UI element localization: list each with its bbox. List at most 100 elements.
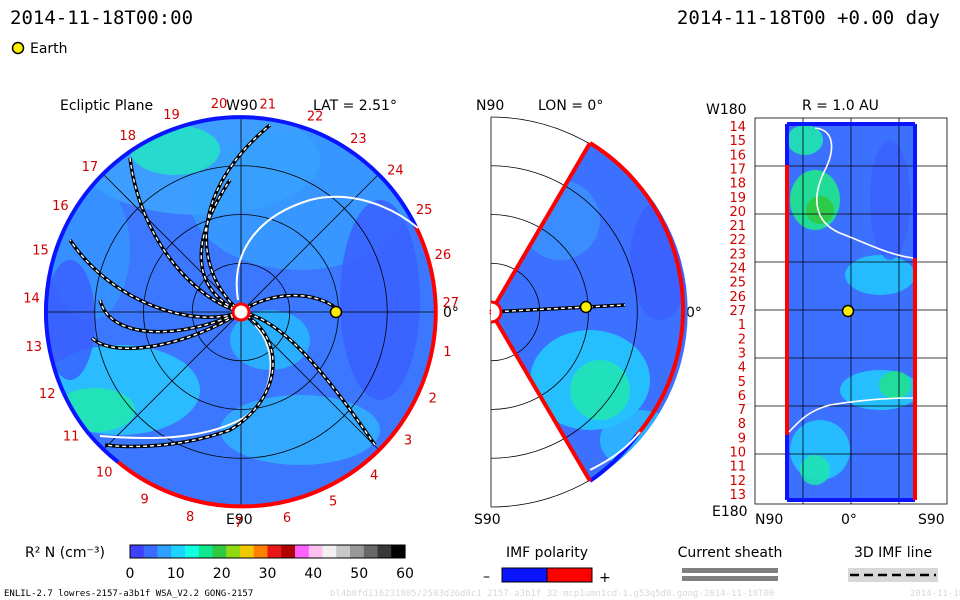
ecliptic-title: Ecliptic Plane — [60, 98, 153, 114]
polarity-title: IMF polarity — [506, 545, 588, 561]
left-timestamp: 2014-11-18T00:00 — [10, 7, 193, 29]
radial-y-tick: 25 — [729, 276, 746, 291]
radial-current-sheath — [788, 127, 914, 433]
radial-y-tick: 26 — [729, 290, 746, 305]
carrington-label: 22 — [307, 110, 324, 125]
radial-y-tick: 3 — [738, 347, 746, 362]
colorbar-swatch — [212, 545, 227, 558]
radial-bottom-left-label: E180 — [712, 504, 748, 520]
colorbar-label: R² N (cm⁻³) — [25, 545, 105, 561]
colorbar-swatch — [130, 545, 145, 558]
colorbar-tick: 60 — [396, 566, 414, 582]
radial-y-tick: 2 — [738, 332, 746, 347]
radial-y-tick: 9 — [738, 431, 746, 446]
carrington-label: 5 — [329, 495, 337, 510]
radial-earth-marker — [841, 304, 855, 318]
radial-y-tick: 13 — [729, 488, 746, 503]
radial-y-tick: 4 — [738, 361, 746, 376]
radial-y-tick: 21 — [729, 219, 746, 234]
carrington-label: 26 — [435, 248, 452, 263]
ecliptic-bottom-label: E90 — [226, 512, 253, 528]
carrington-label: 24 — [387, 164, 404, 179]
carrington-label: 17 — [82, 160, 99, 175]
meridional-earth-marker — [579, 300, 593, 314]
carrington-label: 23 — [350, 132, 367, 147]
ecliptic-lat-label: LAT = 2.51° — [313, 98, 397, 114]
colorbar-tick: 30 — [259, 566, 277, 582]
radial-polarity-rim — [785, 122, 917, 502]
meridional-right-label: 0° — [686, 305, 702, 321]
colorbar-swatch — [226, 545, 241, 558]
colorbar-swatch — [143, 545, 159, 558]
carrington-label: 19 — [163, 108, 180, 123]
carrington-label: 18 — [119, 129, 136, 144]
carrington-label: 14 — [23, 291, 40, 306]
imf-line-title: 3D IMF line — [854, 545, 932, 561]
meridional-top-label: N90 — [476, 98, 504, 114]
meridional-bottom-label: S90 — [474, 512, 501, 528]
colorbar-tick: 10 — [167, 566, 185, 582]
carrington-label: 11 — [63, 429, 80, 444]
footer-run-id: bl4b0fd116231805/2583d36d0c1 2157-a3b1f … — [330, 589, 774, 599]
carrington-label: 25 — [416, 203, 433, 218]
colorbar-swatch — [267, 545, 282, 558]
radial-y-tick: 16 — [729, 148, 746, 163]
colorbar-tick: 40 — [304, 566, 322, 582]
right-timestamp: 2014-11-18T00 +0.00 day — [677, 7, 940, 29]
radial-y-tick: 12 — [729, 474, 746, 489]
carrington-label: 9 — [140, 493, 148, 508]
carrington-label: 3 — [404, 433, 412, 448]
current-sheath-title: Current sheath — [678, 545, 783, 561]
ecliptic-current-sheath — [99, 195, 419, 440]
carrington-label: 2 — [429, 391, 437, 406]
carrington-label: 12 — [39, 387, 56, 402]
radial-y-tick: 27 — [729, 304, 746, 319]
colorbar-swatch — [295, 545, 310, 558]
carrington-label: 27 — [443, 296, 460, 311]
meridional-panel: N90 LON = 0° S90 0° — [474, 98, 702, 528]
radial-y-tick: 10 — [729, 446, 746, 461]
ecliptic-carrington-labels: 20 21222324252627123456789101112131415161… — [23, 97, 459, 531]
radial-y-tick: 15 — [729, 134, 746, 149]
carrington-label: 8 — [186, 510, 194, 525]
polarity-negative-swatch — [501, 567, 548, 583]
colorbar-tick: 50 — [350, 566, 368, 582]
earth-legend-icon — [11, 41, 25, 55]
radial-y-tick-labels: 1415161718192021222324252627123456789101… — [729, 120, 746, 503]
ecliptic-sun — [231, 302, 251, 322]
radial-y-tick: 18 — [729, 177, 746, 192]
colorbar-swatch — [322, 545, 337, 558]
radial-y-tick: 23 — [729, 247, 746, 262]
colorbar-swatch — [350, 545, 365, 558]
colorbar-swatch — [240, 545, 255, 558]
carrington-label: 7 — [234, 516, 242, 531]
carrington-label: 10 — [96, 465, 113, 480]
carrington-label: 16 — [52, 199, 69, 214]
ecliptic-earth-marker — [329, 305, 343, 319]
colorbar-swatch — [171, 545, 186, 558]
radial-y-tick: 19 — [729, 191, 746, 206]
current-sheath-line-1 — [682, 568, 778, 573]
colorbar — [129, 544, 406, 559]
carrington-label: 13 — [26, 340, 43, 355]
radial-y-tick: 22 — [729, 233, 746, 248]
radial-y-tick: 1 — [738, 318, 746, 333]
carrington-label: 4 — [370, 468, 378, 483]
colorbar-swatch — [308, 545, 324, 558]
radial-title: R = 1.0 AU — [802, 98, 879, 114]
carrington-label: 6 — [283, 511, 291, 526]
ecliptic-imf-lines — [68, 123, 377, 449]
radial-x-left: N90 — [755, 512, 783, 528]
footer-date: 2014-11-18 — [910, 589, 960, 599]
carrington-label: 21 — [260, 98, 277, 113]
current-sheath-line-2 — [682, 576, 778, 581]
colorbar-swatch — [253, 545, 269, 558]
radial-y-tick: 11 — [729, 460, 746, 475]
polarity-positive-swatch — [546, 567, 593, 583]
polarity-plus: + — [599, 570, 611, 586]
colorbar-swatch — [157, 545, 172, 558]
colorbar-swatch — [391, 545, 406, 558]
colorbar-tick: 0 — [126, 566, 135, 582]
colorbar-swatch — [336, 545, 351, 558]
